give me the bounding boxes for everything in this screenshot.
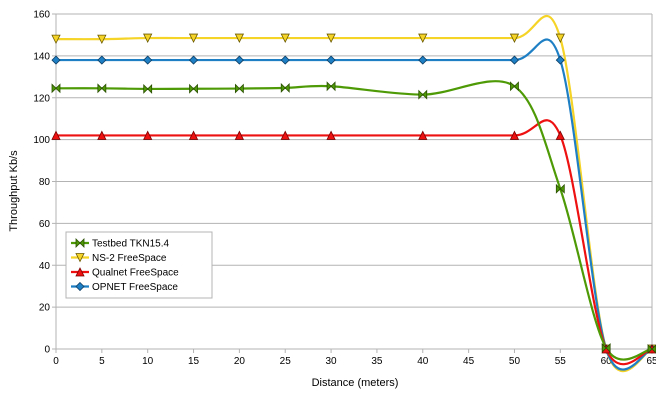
data-point-marker bbox=[234, 55, 244, 65]
data-point-marker bbox=[280, 33, 290, 43]
y-axis-title: Throughput Kb/s bbox=[8, 150, 20, 232]
legend-label: Testbed TKN15.4 bbox=[92, 239, 170, 250]
axis-layer: 0 20 40 60 80 100 120 140 160 0 5 10 15 20 25 30 35 40 45 5… bbox=[33, 10, 656, 368]
x-tick-label: 25 bbox=[280, 356, 292, 367]
data-point-marker bbox=[51, 55, 61, 65]
data-point-marker bbox=[418, 33, 428, 43]
data-point-marker bbox=[555, 55, 565, 65]
data-point-marker bbox=[234, 83, 244, 94]
x-axis-title: Distance (meters) bbox=[312, 377, 399, 389]
data-point-marker bbox=[188, 130, 199, 140]
x-tick-label: 15 bbox=[188, 356, 200, 367]
legend-items: Testbed TKN15.4 NS-2 FreeSpace Qualnet Fre… bbox=[71, 238, 179, 293]
data-point-marker bbox=[418, 55, 428, 65]
data-point-marker bbox=[143, 83, 153, 94]
data-point-marker bbox=[143, 55, 153, 65]
data-point-marker bbox=[509, 130, 520, 140]
x-tick-label: 35 bbox=[371, 356, 383, 367]
data-point-marker bbox=[509, 33, 520, 43]
series-layer bbox=[54, 14, 654, 373]
x-tick-label: 45 bbox=[463, 356, 475, 367]
series-line-1 bbox=[54, 14, 654, 373]
data-point-marker bbox=[188, 33, 199, 43]
legend-swatch-marker bbox=[75, 267, 85, 277]
data-point-marker bbox=[234, 33, 245, 43]
y-tick-label: 0 bbox=[44, 345, 50, 356]
x-tick-label: 30 bbox=[326, 356, 338, 367]
data-point-marker bbox=[97, 130, 107, 140]
y-tick-label: 80 bbox=[39, 177, 51, 188]
series-line-0 bbox=[54, 80, 654, 361]
x-tick-label: 65 bbox=[646, 356, 656, 367]
x-tick-label: 60 bbox=[601, 356, 613, 367]
data-point-marker bbox=[555, 183, 565, 194]
data-point-marker bbox=[189, 83, 198, 94]
legend-label: Qualnet FreeSpace bbox=[92, 268, 179, 279]
data-point-marker bbox=[280, 82, 290, 93]
data-point-marker bbox=[188, 55, 199, 65]
data-point-marker bbox=[143, 33, 153, 43]
y-tick-label: 140 bbox=[33, 51, 50, 62]
legend-label: NS-2 FreeSpace bbox=[92, 253, 167, 264]
data-point-marker bbox=[234, 130, 245, 140]
x-tick-label: 20 bbox=[234, 356, 246, 367]
x-tick-label: 0 bbox=[53, 356, 59, 367]
data-point-marker bbox=[51, 83, 61, 94]
data-point-marker bbox=[51, 130, 61, 140]
legend-label: OPNET FreeSpace bbox=[92, 282, 178, 293]
y-tick-label: 100 bbox=[33, 135, 50, 146]
legend: Testbed TKN15.4 NS-2 FreeSpace Qualnet Fre… bbox=[65, 231, 213, 299]
x-tick-label: 55 bbox=[555, 356, 567, 367]
x-tick-label: 10 bbox=[142, 356, 154, 367]
x-tick-label: 5 bbox=[99, 356, 105, 367]
legend-swatch-marker bbox=[75, 238, 85, 248]
data-point-marker bbox=[97, 83, 107, 94]
legend-box bbox=[65, 231, 213, 299]
legend-swatch-marker bbox=[75, 253, 85, 263]
data-point-marker bbox=[418, 89, 428, 100]
x-tick-label: 50 bbox=[509, 356, 521, 367]
data-point-marker bbox=[326, 81, 336, 92]
data-point-marker bbox=[326, 33, 336, 43]
data-point-marker bbox=[418, 130, 428, 140]
y-tick-label: 40 bbox=[39, 261, 51, 272]
data-point-marker bbox=[97, 55, 107, 65]
data-point-marker bbox=[280, 55, 290, 65]
data-point-marker bbox=[280, 130, 290, 140]
data-point-marker bbox=[97, 34, 107, 45]
y-tick-label: 20 bbox=[39, 303, 51, 314]
y-tick-label: 60 bbox=[39, 219, 51, 230]
data-point-marker bbox=[510, 81, 519, 92]
data-point-marker bbox=[326, 55, 336, 65]
data-point-marker bbox=[143, 130, 153, 140]
x-tick-label: 40 bbox=[417, 356, 429, 367]
data-point-marker bbox=[555, 130, 565, 140]
y-tick-label: 120 bbox=[33, 93, 50, 104]
marker-layer bbox=[51, 33, 656, 354]
y-tick-label: 160 bbox=[33, 10, 50, 21]
data-point-marker bbox=[647, 344, 656, 354]
data-point-marker bbox=[601, 342, 611, 353]
data-point-marker bbox=[509, 55, 520, 65]
legend-swatch-marker bbox=[75, 281, 85, 292]
data-point-marker bbox=[555, 33, 565, 43]
data-point-marker bbox=[51, 34, 61, 45]
data-point-marker bbox=[326, 130, 336, 140]
